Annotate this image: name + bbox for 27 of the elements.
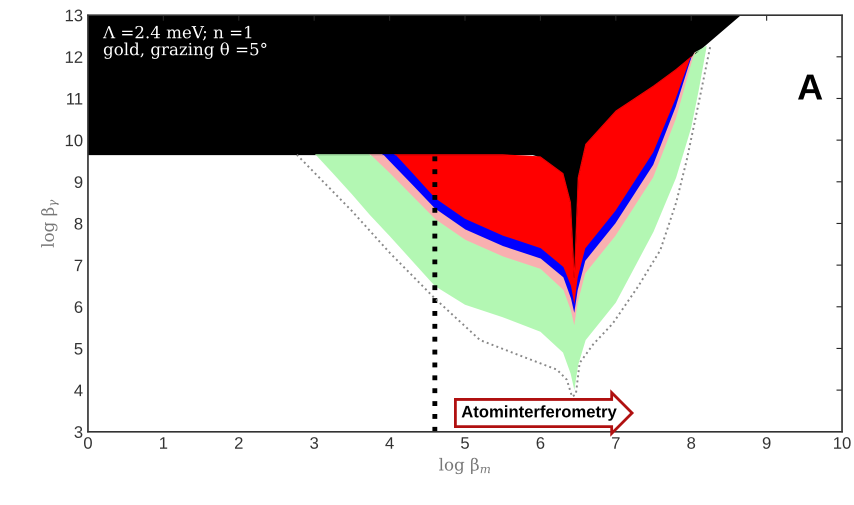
y-tick-label: 9 — [74, 176, 82, 188]
y-tick-label: 5 — [74, 343, 82, 355]
x-tick-label: 2 — [234, 437, 243, 449]
x-axis-title: log β$_{m}$ — [439, 458, 490, 474]
x-tick-label: 0 — [84, 437, 92, 449]
y-tick-label: 7 — [74, 260, 82, 272]
x-tick-label: 3 — [310, 437, 318, 449]
annotation: A — [798, 74, 822, 100]
x-tick-label: 10 — [834, 437, 851, 449]
annotation: Atominterferometry — [462, 405, 617, 421]
y-tick-label: 8 — [74, 218, 82, 230]
y-tick-label: 13 — [66, 10, 82, 22]
y-tick-label: 4 — [74, 384, 83, 396]
y-tick-label: 12 — [66, 51, 82, 63]
y-axis-title: log β$_{γ}$ — [41, 200, 59, 248]
x-tick-label: 8 — [687, 437, 696, 449]
y-tick-label: 11 — [67, 93, 82, 105]
x-tick-label: 4 — [385, 437, 394, 449]
x-tick-label: 6 — [536, 437, 544, 449]
x-tick-label: 1 — [160, 437, 168, 449]
x-tick-label: 7 — [612, 437, 620, 449]
annotation: Λ =2.4 meV; n =1 gold, grazing θ =5° — [102, 26, 266, 59]
y-tick-label: 3 — [74, 426, 82, 438]
y-tick-label: 6 — [74, 301, 82, 313]
y-tick-label: 10 — [66, 134, 82, 146]
x-tick-label: 9 — [762, 437, 770, 449]
x-tick-label: 5 — [461, 437, 469, 449]
